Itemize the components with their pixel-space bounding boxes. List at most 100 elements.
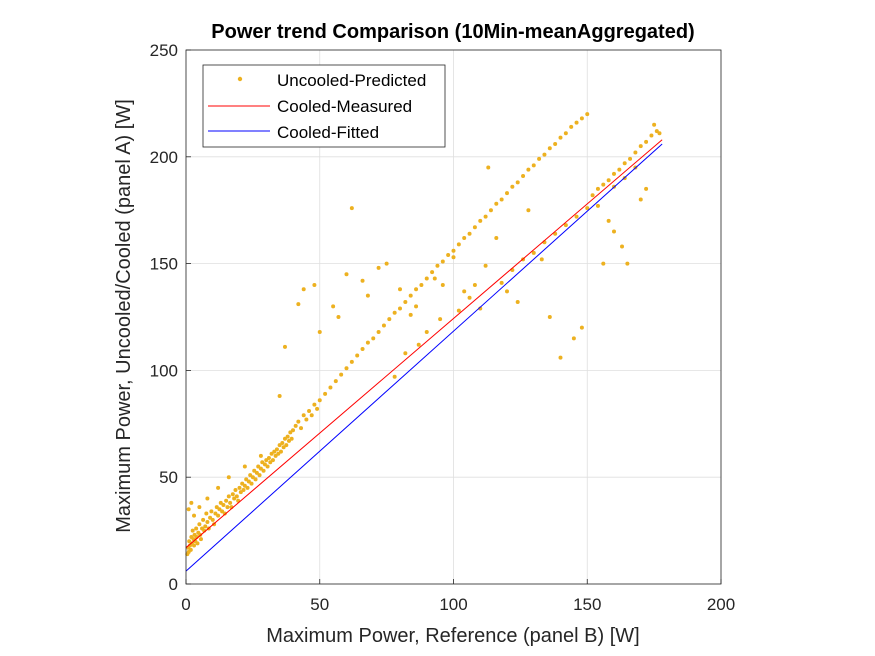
- data-point: [521, 174, 526, 179]
- data-point: [301, 287, 306, 292]
- data-point: [430, 270, 435, 275]
- x-tick-label: 100: [439, 595, 467, 614]
- data-point: [654, 129, 659, 134]
- data-point: [304, 417, 309, 422]
- data-point: [563, 131, 568, 136]
- data-point: [644, 139, 649, 144]
- data-point: [328, 385, 333, 390]
- data-point: [620, 244, 625, 249]
- data-point: [201, 517, 206, 522]
- data-point: [273, 453, 278, 458]
- data-point: [250, 475, 255, 480]
- data-point: [210, 517, 215, 522]
- y-tick-label: 200: [150, 148, 178, 167]
- data-point: [198, 537, 203, 542]
- data-point: [606, 218, 611, 223]
- data-point: [261, 468, 266, 473]
- data-point: [403, 351, 408, 356]
- data-point: [392, 374, 397, 379]
- data-point: [278, 449, 283, 454]
- data-point: [451, 248, 456, 253]
- data-point: [205, 520, 210, 525]
- data-point: [189, 500, 194, 505]
- data-point: [242, 464, 247, 469]
- series-line-cooled-fitted: [185, 143, 663, 572]
- data-point: [505, 191, 509, 196]
- data-point: [323, 391, 328, 396]
- data-point: [277, 394, 282, 399]
- data-point: [205, 496, 210, 501]
- data-point: [494, 201, 499, 206]
- data-point: [579, 325, 584, 330]
- data-point: [478, 218, 483, 223]
- data-point: [558, 355, 563, 360]
- legend-label-cooled-measured: Cooled-Measured: [277, 97, 412, 116]
- data-point: [307, 408, 312, 413]
- data-point: [574, 120, 579, 125]
- y-tick-label: 150: [150, 255, 178, 274]
- data-point: [257, 473, 262, 478]
- data-point: [499, 197, 504, 202]
- data-point: [539, 257, 544, 262]
- data-point: [203, 524, 208, 529]
- data-point: [225, 505, 230, 510]
- data-point: [633, 150, 638, 155]
- x-tick-label: 150: [573, 595, 601, 614]
- data-point: [192, 513, 197, 518]
- data-point: [249, 481, 254, 486]
- data-point: [456, 308, 461, 313]
- data-point: [222, 511, 227, 516]
- data-point: [221, 502, 226, 507]
- data-point: [515, 180, 520, 185]
- data-point: [579, 116, 584, 121]
- data-point: [253, 477, 258, 482]
- legend-marker-uncooled-predicted: [237, 76, 243, 82]
- data-point: [462, 289, 467, 294]
- data-point: [339, 372, 344, 377]
- data-point: [195, 541, 200, 546]
- data-point: [282, 344, 287, 349]
- data-point: [256, 464, 261, 469]
- series-line-cooled-measured: [185, 139, 663, 549]
- data-point: [268, 460, 273, 465]
- data-point: [365, 340, 370, 345]
- tick-layer: 0 50 100 150 200 0 50 100 150 200 250: [150, 41, 736, 614]
- x-axis-label: Maximum Power, Reference (panel B) [W]: [266, 625, 639, 647]
- data-point: [333, 379, 338, 384]
- data-point: [494, 235, 499, 240]
- data-point: [296, 302, 301, 307]
- x-tick-label: 0: [181, 595, 190, 614]
- data-point: [277, 443, 282, 448]
- data-point: [531, 250, 536, 255]
- data-point: [419, 282, 424, 287]
- data-point: [403, 300, 408, 305]
- data-point: [216, 485, 221, 490]
- data-point: [472, 225, 477, 230]
- data-point: [462, 235, 467, 240]
- data-point: [289, 436, 294, 441]
- data-point: [376, 265, 381, 270]
- data-point: [187, 539, 192, 544]
- data-point: [355, 353, 360, 358]
- data-point: [547, 146, 552, 151]
- data-point: [486, 165, 491, 170]
- data-point: [252, 468, 257, 473]
- data-point: [392, 310, 397, 315]
- data-point: [312, 282, 317, 287]
- data-point: [612, 229, 616, 234]
- data-point: [537, 156, 542, 161]
- data-point: [601, 182, 606, 187]
- data-point: [644, 186, 649, 191]
- data-point: [269, 451, 274, 456]
- data-point: [515, 300, 520, 305]
- data-point: [435, 263, 440, 268]
- legend-entry-cooled-fitted: Cooled-Fitted: [208, 123, 379, 142]
- series-uncooled-predicted: [185, 112, 662, 557]
- data-point: [440, 259, 445, 264]
- data-point: [299, 426, 304, 431]
- data-point: [414, 304, 419, 309]
- data-point: [456, 242, 461, 247]
- data-point: [204, 511, 209, 516]
- data-point: [312, 402, 317, 407]
- data-layer: [185, 112, 663, 572]
